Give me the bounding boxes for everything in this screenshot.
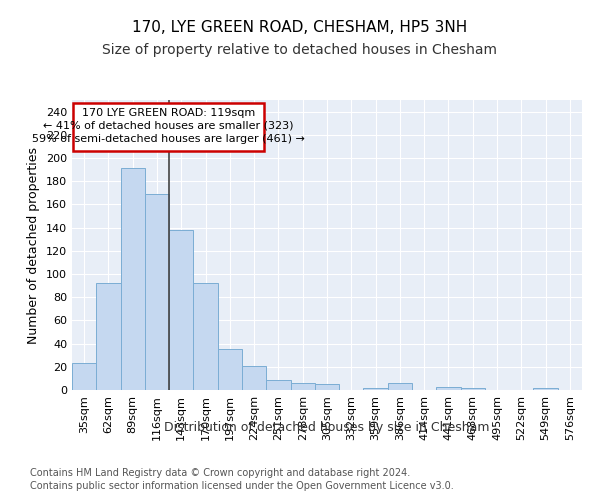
Text: 59% of semi-detached houses are larger (461) →: 59% of semi-detached houses are larger (… (32, 134, 305, 144)
Text: 170 LYE GREEN ROAD: 119sqm: 170 LYE GREEN ROAD: 119sqm (82, 108, 255, 118)
Bar (436, 386, 461, 390)
Text: Size of property relative to detached houses in Chesham: Size of property relative to detached ho… (103, 43, 497, 57)
Bar (461, 388, 485, 390)
Bar (145, 194, 169, 390)
Bar (72, 364, 96, 390)
Bar (242, 366, 266, 390)
Text: Contains HM Land Registry data © Crown copyright and database right 2024.: Contains HM Land Registry data © Crown c… (30, 468, 410, 477)
Bar (193, 284, 218, 390)
Bar (169, 230, 193, 390)
Bar (315, 384, 339, 390)
Bar (96, 284, 121, 390)
Text: ← 41% of detached houses are smaller (323): ← 41% of detached houses are smaller (32… (43, 120, 294, 130)
Bar (290, 383, 315, 390)
Bar (266, 380, 290, 390)
Text: Distribution of detached houses by size in Chesham: Distribution of detached houses by size … (164, 421, 490, 434)
Bar (388, 383, 412, 390)
Bar (364, 388, 388, 390)
FancyBboxPatch shape (73, 104, 264, 151)
Bar (533, 388, 558, 390)
Text: 170, LYE GREEN ROAD, CHESHAM, HP5 3NH: 170, LYE GREEN ROAD, CHESHAM, HP5 3NH (133, 20, 467, 35)
Bar (121, 168, 145, 390)
Bar (218, 350, 242, 390)
Y-axis label: Number of detached properties: Number of detached properties (28, 146, 40, 344)
Text: Contains public sector information licensed under the Open Government Licence v3: Contains public sector information licen… (30, 481, 454, 491)
